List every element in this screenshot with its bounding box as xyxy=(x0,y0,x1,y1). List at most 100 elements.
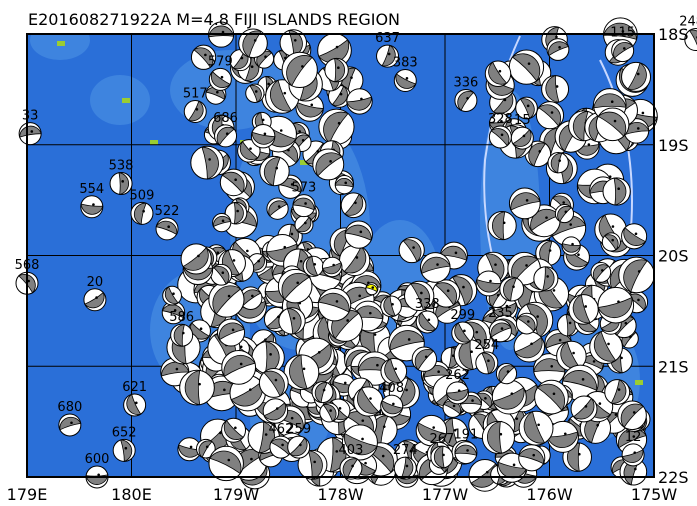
beachball-event[interactable] xyxy=(510,126,534,150)
beachball-event[interactable] xyxy=(80,195,104,219)
beachball-background[interactable] xyxy=(570,395,598,423)
beachball-background[interactable] xyxy=(590,262,612,283)
beachball-background[interactable] xyxy=(212,213,232,233)
beachball-background[interactable] xyxy=(302,255,324,277)
beachball-background[interactable] xyxy=(274,405,306,437)
beachball-background[interactable] xyxy=(179,369,215,406)
beachball-event[interactable] xyxy=(451,321,475,345)
beachball-background[interactable] xyxy=(507,251,541,286)
beachball-background[interactable] xyxy=(221,349,257,385)
beachball-background[interactable] xyxy=(238,28,268,59)
beachball-event[interactable] xyxy=(376,44,400,68)
beachball-background[interactable] xyxy=(324,57,349,83)
beachball-event[interactable] xyxy=(393,456,417,480)
beachball-event[interactable] xyxy=(454,441,478,465)
beachball-background[interactable] xyxy=(621,61,652,92)
beachball-background[interactable] xyxy=(162,285,182,306)
beachball-event[interactable] xyxy=(287,435,311,459)
beachball-background[interactable] xyxy=(190,44,217,70)
beachball-background[interactable] xyxy=(237,139,261,163)
beachball-event[interactable] xyxy=(430,445,454,469)
beachball-event[interactable] xyxy=(155,217,179,241)
beachball-background[interactable] xyxy=(258,368,289,398)
beachball-event[interactable] xyxy=(415,310,439,334)
beachball-event[interactable] xyxy=(292,194,316,218)
beachball-background[interactable] xyxy=(340,192,367,219)
beachball-event[interactable] xyxy=(380,394,404,418)
beachball-background[interactable] xyxy=(481,420,515,454)
beachball-background[interactable] xyxy=(604,379,631,406)
beachball-background[interactable] xyxy=(250,123,276,149)
beachball-event[interactable] xyxy=(684,28,697,52)
beachball-background[interactable] xyxy=(380,357,408,385)
beachball-background[interactable] xyxy=(380,295,402,318)
beachball-event[interactable] xyxy=(488,319,512,343)
target-event-beachball[interactable] xyxy=(365,282,379,296)
beachball-background[interactable] xyxy=(294,215,314,235)
beachball-event[interactable] xyxy=(18,122,42,146)
beachball-background[interactable] xyxy=(513,331,545,363)
beachball-background[interactable] xyxy=(321,256,343,278)
beachball-background[interactable] xyxy=(283,354,320,391)
beachball-event[interactable] xyxy=(208,67,232,91)
beachball-background[interactable] xyxy=(208,281,245,318)
beachball-event[interactable] xyxy=(488,125,512,149)
beachball-background[interactable] xyxy=(554,204,575,224)
beachball-event[interactable] xyxy=(393,69,417,93)
beachball-background[interactable] xyxy=(245,83,265,103)
beachball-background[interactable] xyxy=(411,346,438,372)
beachball-background[interactable] xyxy=(190,145,225,180)
beachball-background[interactable] xyxy=(597,286,635,324)
beachball-background[interactable] xyxy=(251,340,285,375)
beachball-background[interactable] xyxy=(515,312,538,335)
beachball-background[interactable] xyxy=(281,51,318,89)
beachball-background[interactable] xyxy=(556,340,587,372)
beachball-background[interactable] xyxy=(468,458,502,492)
beachball-background[interactable] xyxy=(259,155,290,187)
beachball-background[interactable] xyxy=(621,223,648,250)
beachball-event[interactable] xyxy=(445,381,470,405)
beachball-event[interactable] xyxy=(454,88,478,112)
beachball-background[interactable] xyxy=(499,276,525,302)
beachball-background[interactable] xyxy=(224,201,248,225)
beachball-background[interactable] xyxy=(219,168,248,197)
beachball-background[interactable] xyxy=(210,263,233,286)
beachball-background[interactable] xyxy=(312,148,345,181)
beachball-background[interactable] xyxy=(547,152,569,174)
beachball-background[interactable] xyxy=(595,107,630,142)
beachball-background[interactable] xyxy=(297,449,328,480)
beachball-background[interactable] xyxy=(341,424,378,461)
beachball-background[interactable] xyxy=(561,236,581,256)
beachball-background[interactable] xyxy=(180,243,212,275)
beachball-background[interactable] xyxy=(618,256,655,294)
beachball-background[interactable] xyxy=(346,88,373,115)
beachball-background[interactable] xyxy=(334,175,354,195)
beachball-background[interactable] xyxy=(546,38,570,61)
beachball-event[interactable] xyxy=(475,351,499,375)
beachball-background[interactable] xyxy=(518,410,554,446)
beachball-event[interactable] xyxy=(83,288,107,312)
beachball-background[interactable] xyxy=(533,353,566,386)
beachball-background[interactable] xyxy=(311,381,334,404)
beachball-event[interactable] xyxy=(621,443,645,467)
beachball-event[interactable] xyxy=(130,201,154,225)
beachball-background[interactable] xyxy=(491,379,527,415)
beachball-background[interactable] xyxy=(601,232,621,252)
beachball-event[interactable] xyxy=(214,124,238,148)
beachball-background[interactable] xyxy=(318,108,355,145)
beachball-event[interactable] xyxy=(112,438,136,462)
beachball-background[interactable] xyxy=(278,307,306,335)
beachball-event[interactable] xyxy=(183,100,207,124)
beachball-event[interactable] xyxy=(109,172,133,196)
beachball-background[interactable] xyxy=(623,118,650,144)
beachball-event[interactable] xyxy=(123,393,147,417)
beachball-background[interactable] xyxy=(515,96,538,120)
beachball-background[interactable] xyxy=(487,210,517,241)
beachball-background[interactable] xyxy=(262,398,289,424)
beachball-background[interactable] xyxy=(617,400,647,431)
beachball-background[interactable] xyxy=(317,287,352,322)
beachball-background[interactable] xyxy=(475,270,502,297)
beachball-background[interactable] xyxy=(353,386,384,417)
beachball-background[interactable] xyxy=(319,402,340,423)
beachball-background[interactable] xyxy=(419,252,451,283)
